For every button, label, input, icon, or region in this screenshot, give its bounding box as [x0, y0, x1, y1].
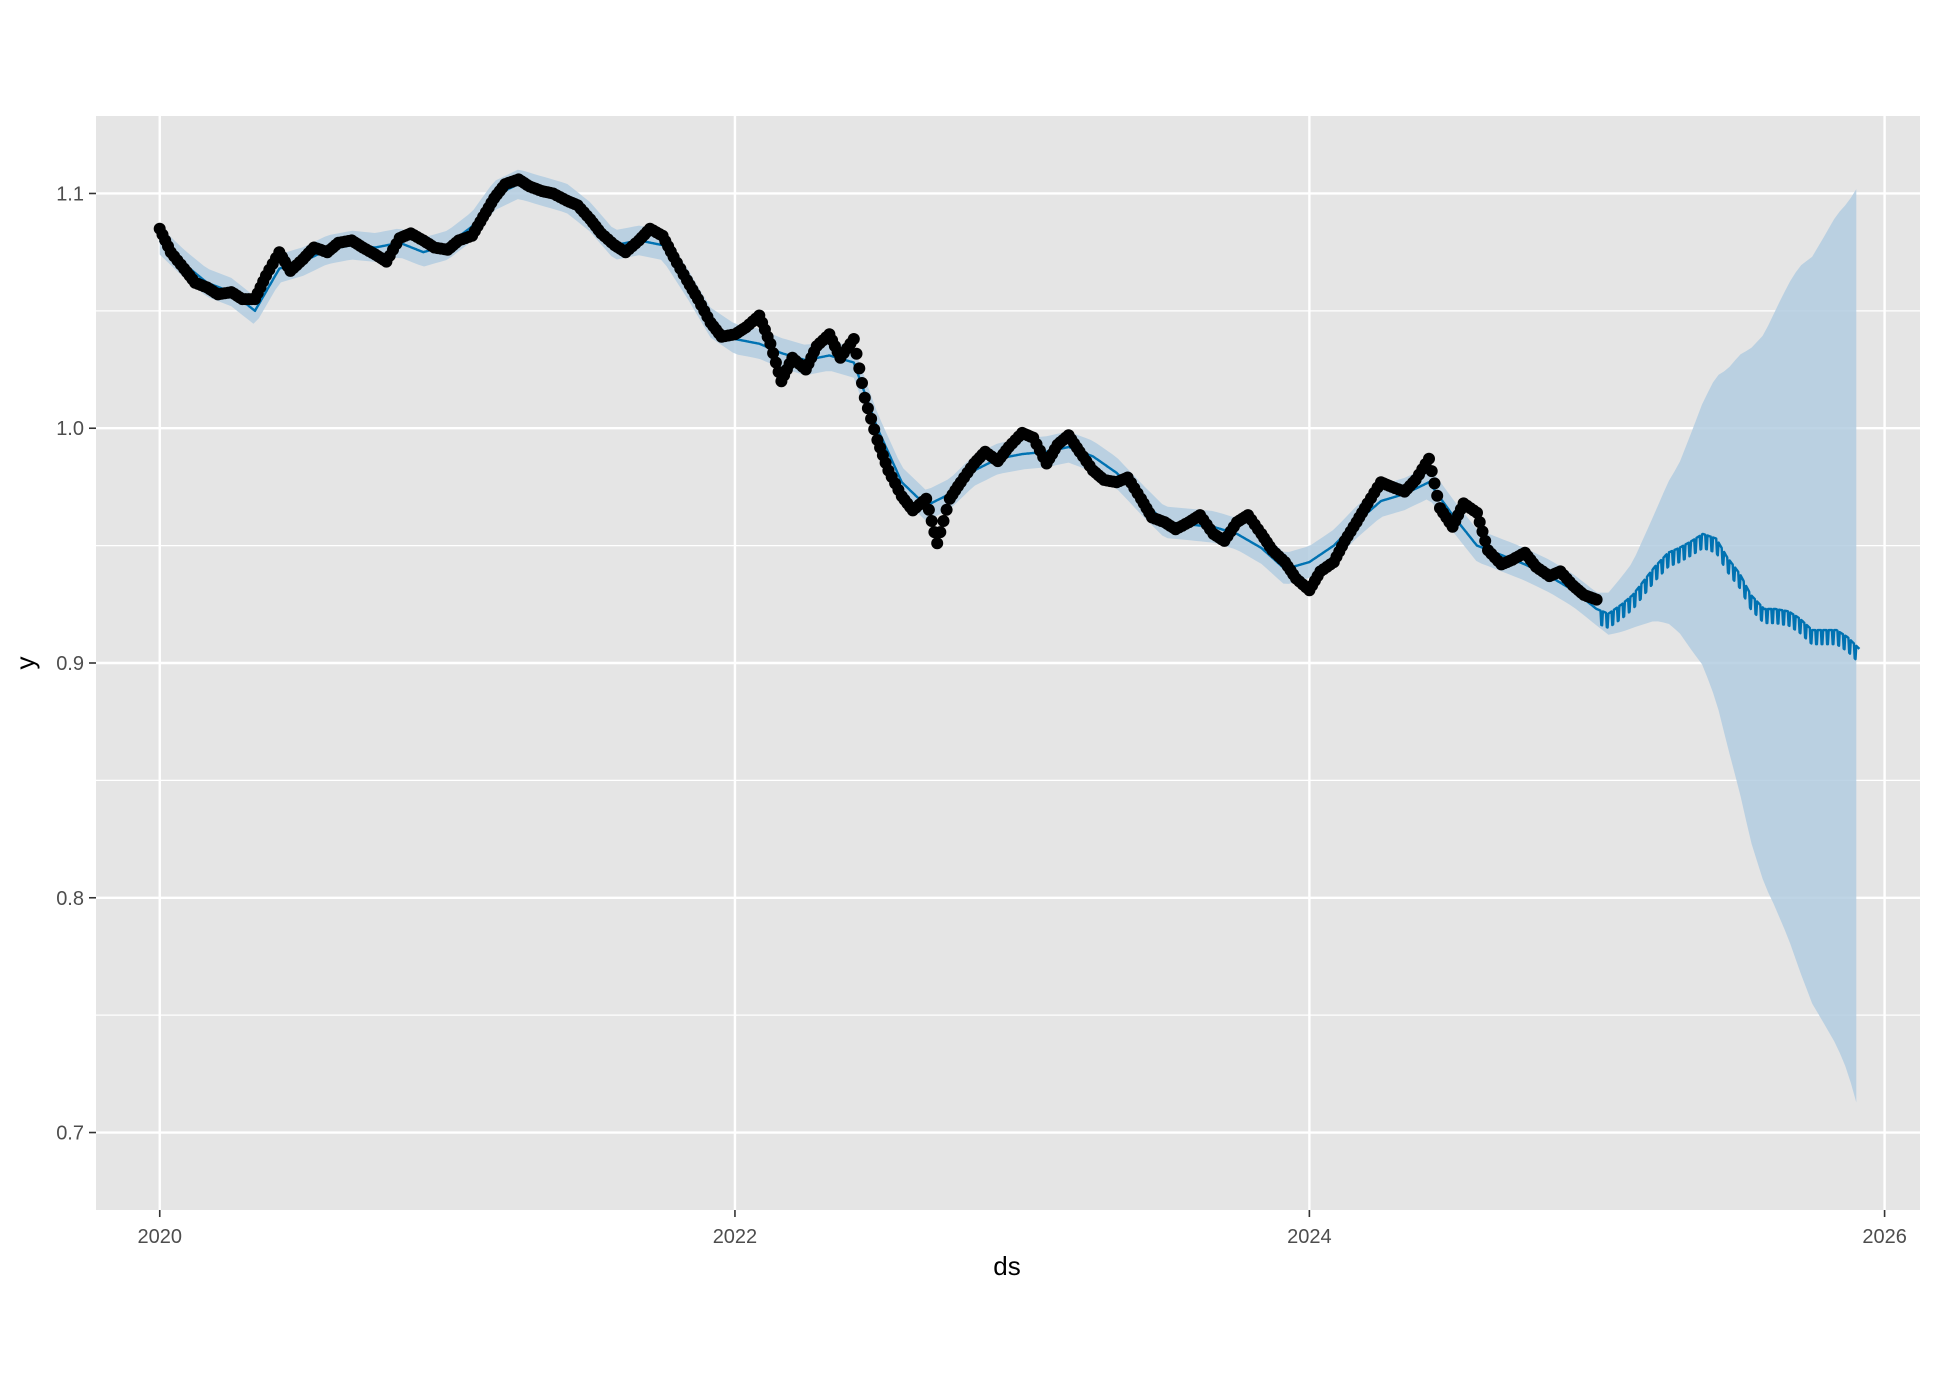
observed-point	[767, 347, 780, 360]
observed-point	[1479, 534, 1492, 547]
observed-point	[1473, 516, 1486, 529]
y-tick-label: 1.1	[56, 183, 84, 205]
observed-point	[1471, 506, 1483, 519]
observed-point	[865, 412, 878, 425]
observed-point	[1428, 477, 1441, 490]
x-axis-title: ds	[993, 1251, 1020, 1281]
uncertainty-band	[159, 169, 1857, 1103]
observed-point	[764, 337, 777, 350]
y-axis-title: y	[10, 657, 40, 670]
x-tick-label: 2020	[137, 1226, 182, 1248]
observed-point	[922, 503, 935, 516]
observed-point	[934, 526, 947, 539]
observed-point	[1431, 489, 1444, 502]
y-tick-label: 0.7	[56, 1123, 84, 1145]
major-grid	[96, 116, 1920, 1210]
observed-point	[850, 347, 863, 360]
observed-point	[937, 515, 950, 527]
y-tick-label: 0.9	[56, 653, 84, 675]
y-tick-label: 1.0	[56, 418, 84, 440]
observed-point	[861, 402, 874, 415]
observed-point	[1476, 525, 1489, 538]
observed-point	[931, 537, 944, 550]
observed-point	[856, 377, 868, 389]
observed-point	[940, 503, 953, 516]
observed-point	[1425, 465, 1438, 478]
observed-points-layer	[153, 173, 1603, 606]
observed-point	[853, 362, 866, 375]
observed-point	[847, 333, 860, 345]
observed-point	[868, 423, 881, 436]
observed-point	[858, 391, 871, 404]
observed-point	[1590, 593, 1603, 606]
x-tick-label: 2026	[1862, 1226, 1907, 1248]
observed-point	[920, 492, 933, 505]
x-tick-label: 2022	[713, 1226, 758, 1248]
x-tick-label: 2024	[1287, 1226, 1332, 1248]
x-axis: 2020 2022 2024 2026	[137, 1210, 1907, 1248]
observed-point	[1423, 452, 1435, 465]
y-axis: 0.7 0.8 0.9 1.0 1.1	[56, 183, 96, 1145]
y-tick-label: 0.8	[56, 888, 84, 910]
observed-point	[769, 356, 782, 369]
observed-point	[925, 515, 938, 527]
uncertainty-band-layer	[159, 169, 1857, 1103]
